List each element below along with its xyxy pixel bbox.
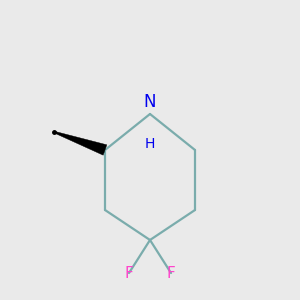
Text: F: F (124, 266, 134, 280)
Text: H: H (145, 137, 155, 151)
Polygon shape (54, 131, 107, 155)
Text: N: N (144, 93, 156, 111)
Text: F: F (167, 266, 176, 280)
